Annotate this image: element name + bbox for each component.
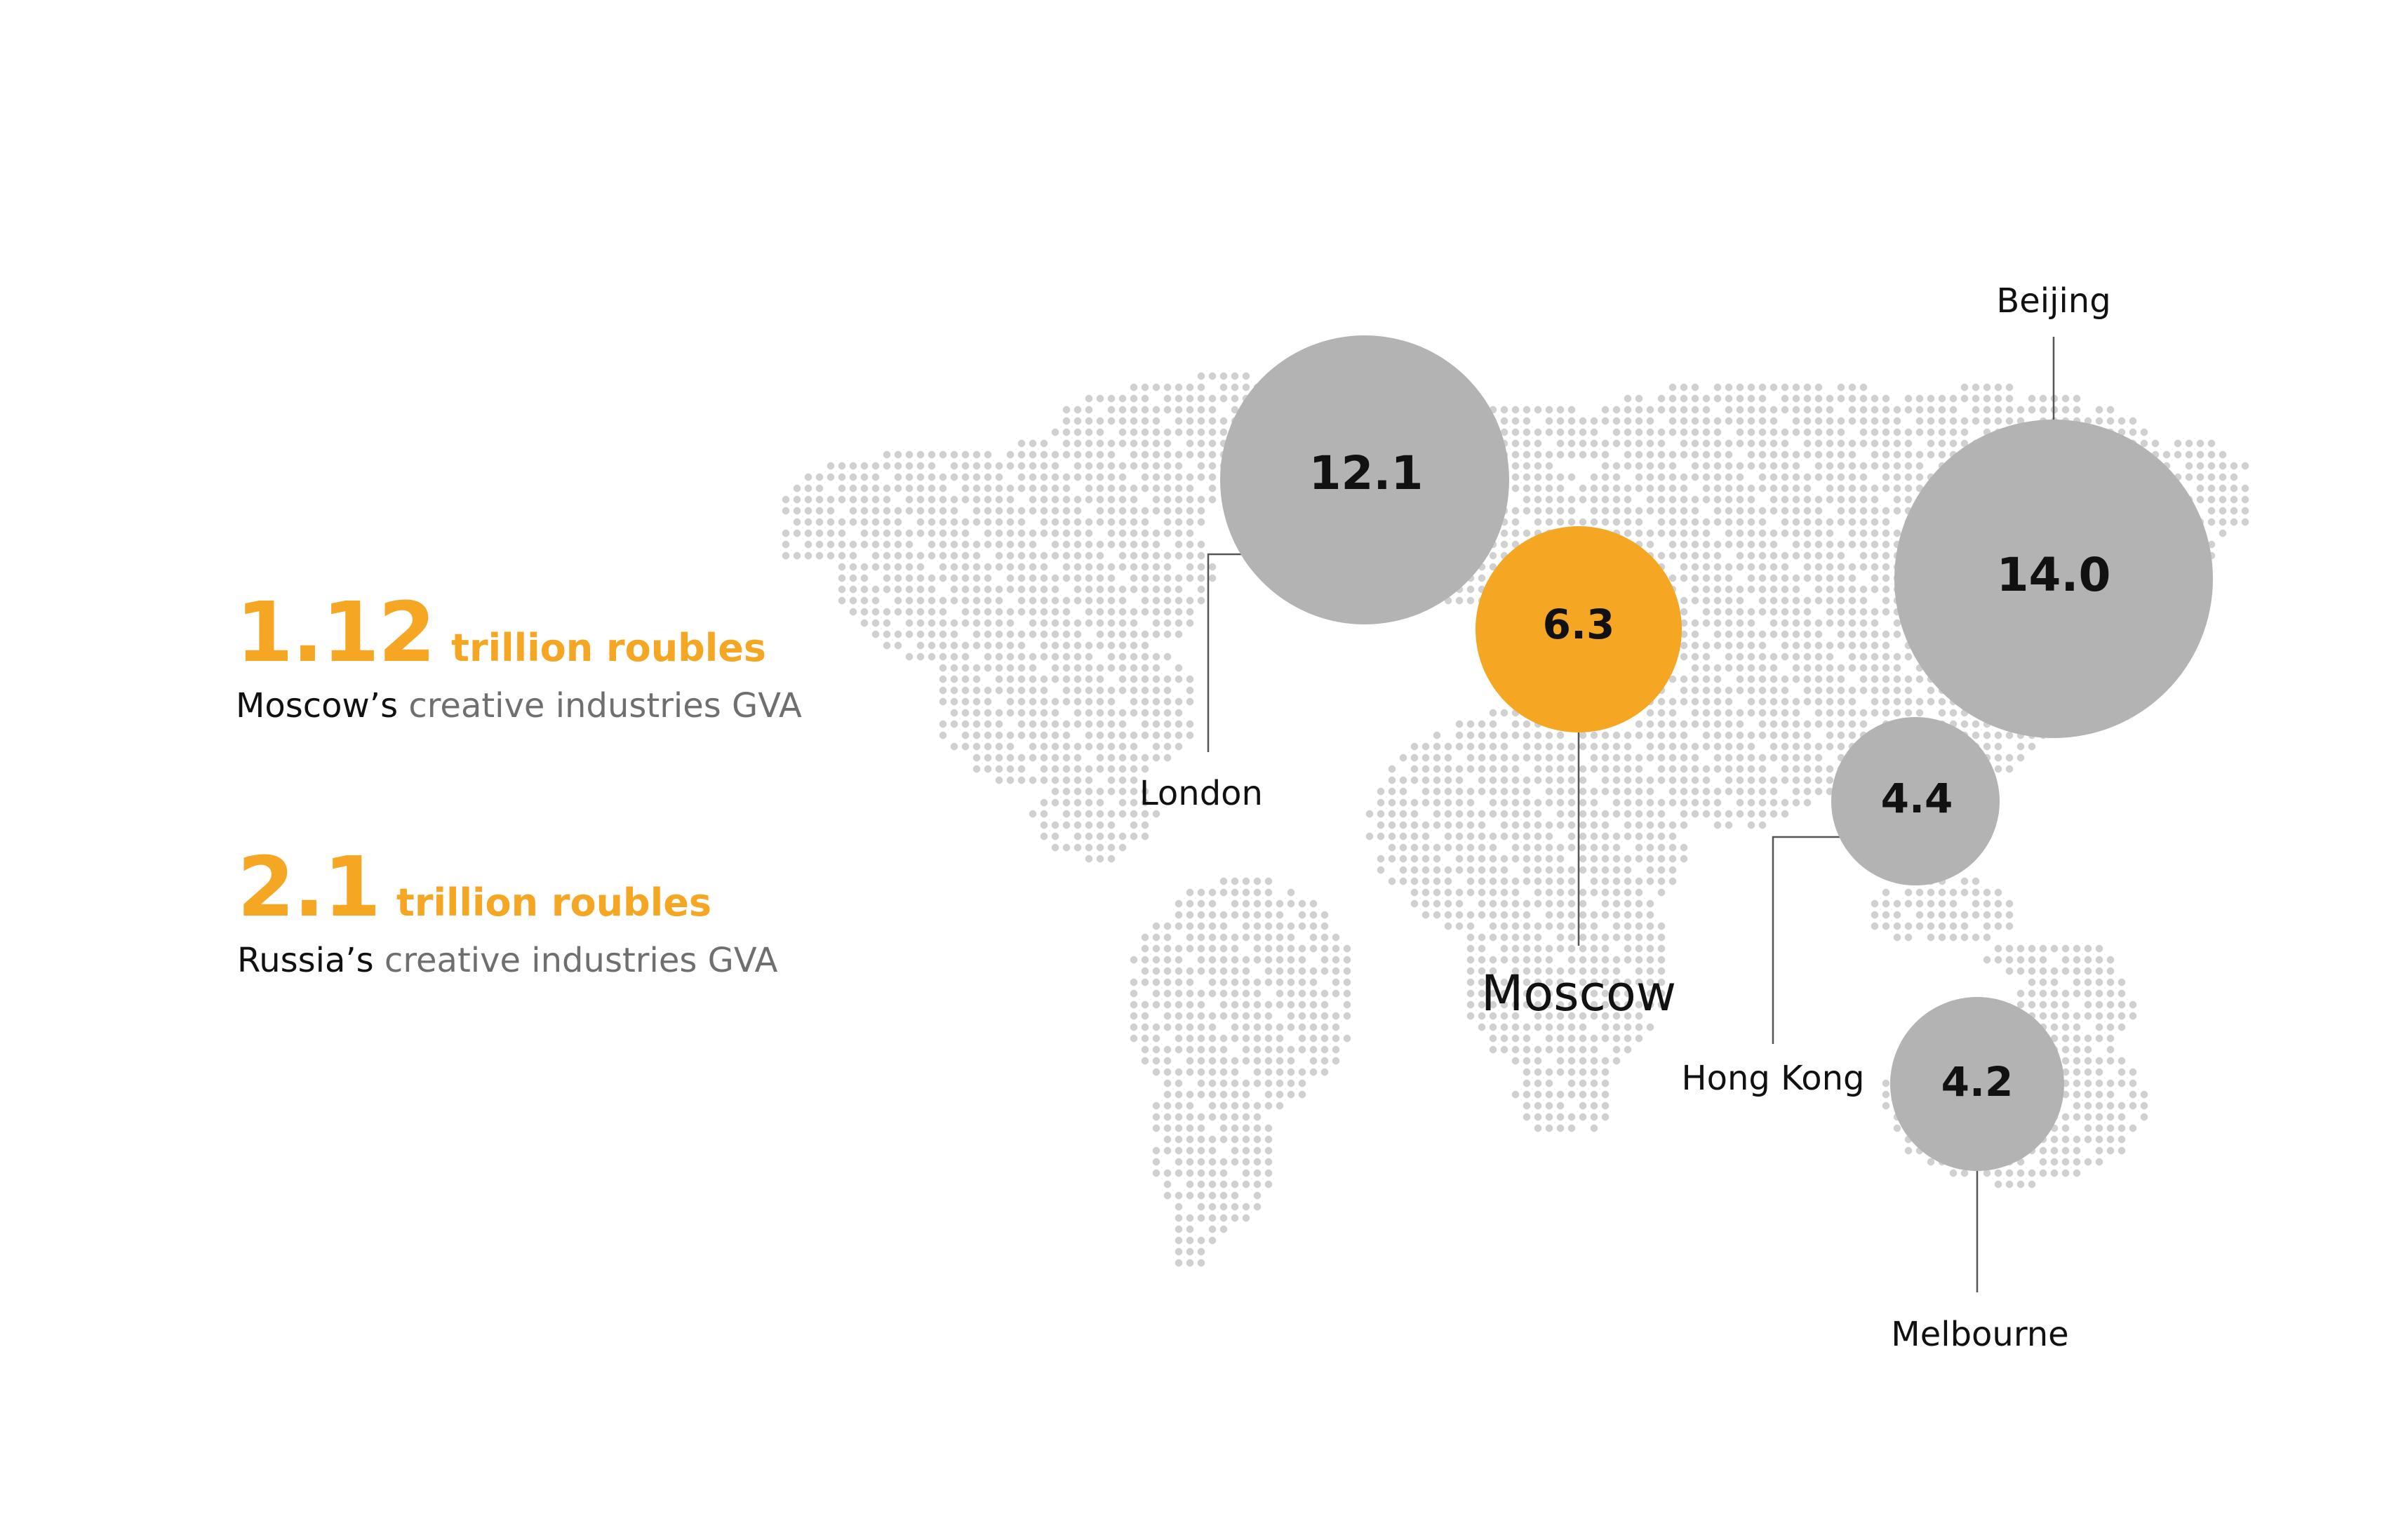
bubble-value-hongkong: 4.4 [1881,775,1953,822]
city-label-beijing: Beijing [1996,281,2110,321]
stat-moscow: 1.12 trillion roubles Moscow’s creative i… [236,591,802,725]
bubble-value-beijing: 14.0 [1997,548,2111,602]
stat-russia: 2.1 trillion roubles Russia’s creative in… [237,845,777,980]
bubble-london [1220,335,1509,624]
leader-lines [1207,337,2055,1292]
bubble-melbourne [1890,997,2064,1171]
city-label-london: London [1139,774,1263,813]
stat-russia-unit: trillion roubles [396,881,711,925]
city-label-melbourne: Melbourne [1891,1315,2068,1354]
city-label-moscow: Moscow [1481,965,1676,1022]
stat-russia-headline: 2.1 trillion roubles [237,845,777,928]
stat-moscow-description: creative industries GVA [408,686,802,725]
bubble-value-moscow: 6.3 [1543,601,1615,648]
stat-moscow-headline: 1.12 trillion roubles [236,591,802,674]
stat-moscow-caption: Moscow’s creative industries GVA [236,686,802,725]
city-label-hongkong: Hong Kong [1682,1059,1865,1098]
stat-moscow-unit: trillion roubles [451,626,767,670]
stat-moscow-subject: Moscow’s [236,686,399,725]
bubble-value-melbourne: 4.2 [1941,1058,2014,1106]
stat-russia-description: creative industries GVA [384,941,778,980]
bubble-value-london: 12.1 [1309,446,1424,500]
bubble-beijing [1894,420,2213,738]
leader-line-hongkong [1772,836,1861,1044]
bubble-moscow [1476,526,1682,732]
stat-russia-value: 2.1 [237,838,381,935]
bubble-values: 12.1 6.3 14.0 4.4 4.2 [1309,446,2111,1106]
city-labels: London Moscow Beijing Hong Kong Melbourn… [1139,281,2111,1354]
stat-moscow-value: 1.12 [236,584,436,681]
bubble-hongkong [1831,717,2000,885]
stat-russia-subject: Russia’s [237,941,374,980]
stat-russia-caption: Russia’s creative industries GVA [237,941,777,980]
